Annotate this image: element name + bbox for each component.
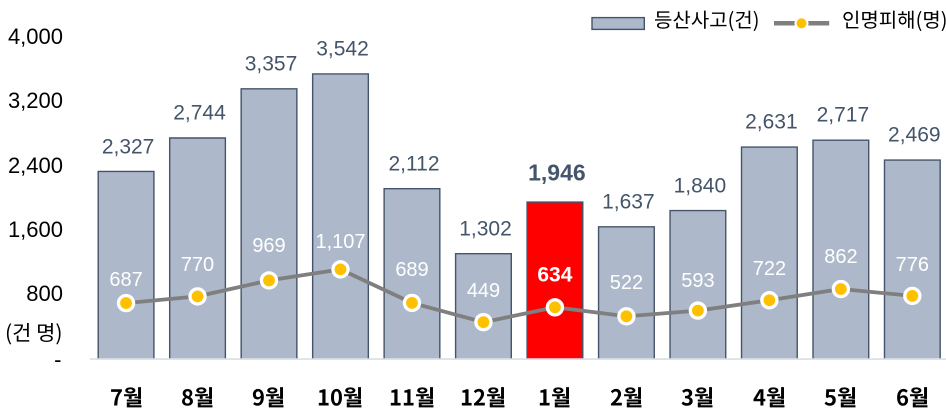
legend-label-casualties[interactable]: 인명피해(명) — [842, 4, 946, 33]
bar-6월[interactable] — [883, 159, 941, 359]
y-tick-label: 3,200 — [7, 88, 63, 114]
hangul-text-glyphs — [896, 386, 928, 407]
marker-4월[interactable] — [763, 294, 776, 307]
line-value-label-4월: 722 — [752, 258, 787, 281]
x-tick-label-4월: 4월 — [753, 380, 786, 412]
line-value-label-9월: 969 — [252, 235, 286, 258]
y-tick-label: 4,000 — [7, 24, 63, 50]
legend-bar-swatch-rect — [591, 16, 645, 31]
legend-line-swatch[interactable] — [772, 11, 833, 36]
bar-10월[interactable] — [311, 73, 370, 359]
bar-value-label-10월: 3,542 — [316, 37, 369, 61]
bar-value-label-11월: 2,112 — [388, 152, 440, 176]
y-tick-label: 800 — [26, 281, 63, 306]
hangul-text-glyphs — [462, 386, 505, 407]
hangul-text-glyphs — [681, 386, 713, 407]
line-series[interactable] — [125, 267, 913, 325]
bar-2월[interactable] — [597, 226, 655, 359]
bar-value-label-3월: 1,840 — [673, 174, 727, 197]
marker-11월[interactable] — [406, 297, 418, 309]
bar-value-label-9월: 3,357 — [244, 52, 298, 76]
bar-value-label-1월: 1,946 — [528, 159, 586, 186]
hangul-text-glyphs — [110, 386, 141, 407]
x-tick-label-6월: 6월 — [896, 380, 929, 412]
bar-value-label-5월: 2,717 — [816, 103, 870, 127]
hangul-text-glyphs — [655, 10, 758, 32]
marker-6월[interactable] — [906, 290, 919, 302]
legend-bar-swatch[interactable] — [591, 11, 647, 35]
hangul-text-glyphs — [753, 386, 785, 407]
x-tick-label-7월: 7월 — [110, 380, 143, 412]
x-tick-label-8월: 8월 — [181, 380, 214, 412]
y-tick-label: 1,600 — [7, 216, 63, 242]
x-tick-label-2월: 2월 — [610, 380, 643, 412]
x-tick-label-1월: 1월 — [538, 380, 571, 412]
hangul-text-glyphs — [540, 386, 570, 407]
bar-4월[interactable] — [740, 146, 798, 359]
bar-value-label-12월: 1,302 — [459, 217, 512, 241]
hangul-text-glyphs — [181, 386, 213, 407]
x-tick-label-11월: 11월 — [389, 380, 435, 412]
bar-value-label-6월: 2,469 — [888, 123, 941, 147]
marker-12월[interactable] — [477, 316, 490, 329]
marker-3월[interactable] — [691, 304, 704, 317]
bar-5월[interactable] — [812, 139, 870, 359]
marker-5월[interactable] — [834, 283, 847, 295]
bar-value-label-4월: 2,631 — [745, 110, 798, 134]
hangul-text-glyphs — [610, 386, 642, 407]
line-value-label-6월: 776 — [895, 254, 929, 277]
marker-1월[interactable] — [549, 301, 561, 314]
hangul-text-glyphs — [824, 386, 856, 407]
hangul-text-glyphs — [390, 386, 434, 407]
line-value-label-1월: 634 — [537, 263, 573, 287]
bar-value-label-8월: 2,744 — [173, 101, 226, 125]
hangul-text-glyphs — [842, 10, 946, 32]
line-value-label-2월: 522 — [609, 272, 644, 294]
marker-9월[interactable] — [263, 274, 275, 287]
x-tick-label-12월: 12월 — [460, 380, 506, 412]
line-value-label-11월: 689 — [395, 259, 429, 282]
legend-label-accidents[interactable]: 등산사고(건) — [654, 4, 760, 33]
line-value-label-7월: 687 — [109, 269, 143, 292]
line-value-label-3월: 593 — [681, 270, 715, 293]
legend-marker-dot — [796, 18, 807, 29]
bar-highlight-1월[interactable] — [526, 201, 584, 359]
x-tick-label-9월: 9월 — [252, 380, 285, 412]
bar-12월[interactable] — [454, 253, 512, 359]
hangul-text-glyphs — [6, 322, 61, 345]
line-value-label-10월: 1,107 — [315, 231, 366, 254]
marker-10월[interactable] — [334, 263, 347, 276]
line-value-label-8월: 770 — [180, 254, 215, 277]
line-value-label-12월: 449 — [466, 279, 501, 302]
x-tick-label-5월: 5월 — [824, 380, 857, 412]
x-tick-label-10월: 10월 — [317, 380, 363, 412]
hangul-text-glyphs — [253, 386, 284, 407]
bar-3월[interactable] — [669, 209, 727, 359]
hangul-text-glyphs — [319, 386, 362, 407]
marker-7월[interactable] — [120, 297, 132, 309]
y-axis-unit-label: (건 명) — [5, 316, 63, 347]
y-tick-zero-label: - — [54, 346, 62, 372]
y-tick-label: 2,400 — [7, 152, 63, 178]
marker-8월[interactable] — [191, 290, 204, 303]
line-value-label-5월: 862 — [824, 246, 858, 269]
x-tick-label-3월: 3월 — [681, 380, 714, 412]
marker-2월[interactable] — [620, 310, 633, 323]
bar-value-label-2월: 1,637 — [602, 190, 655, 214]
bar-11월[interactable] — [383, 188, 441, 359]
bar-value-label-7월: 2,327 — [101, 135, 155, 158]
bar-8월[interactable] — [168, 137, 227, 359]
bar-7월[interactable] — [97, 170, 155, 359]
bar-9월[interactable] — [240, 88, 298, 359]
